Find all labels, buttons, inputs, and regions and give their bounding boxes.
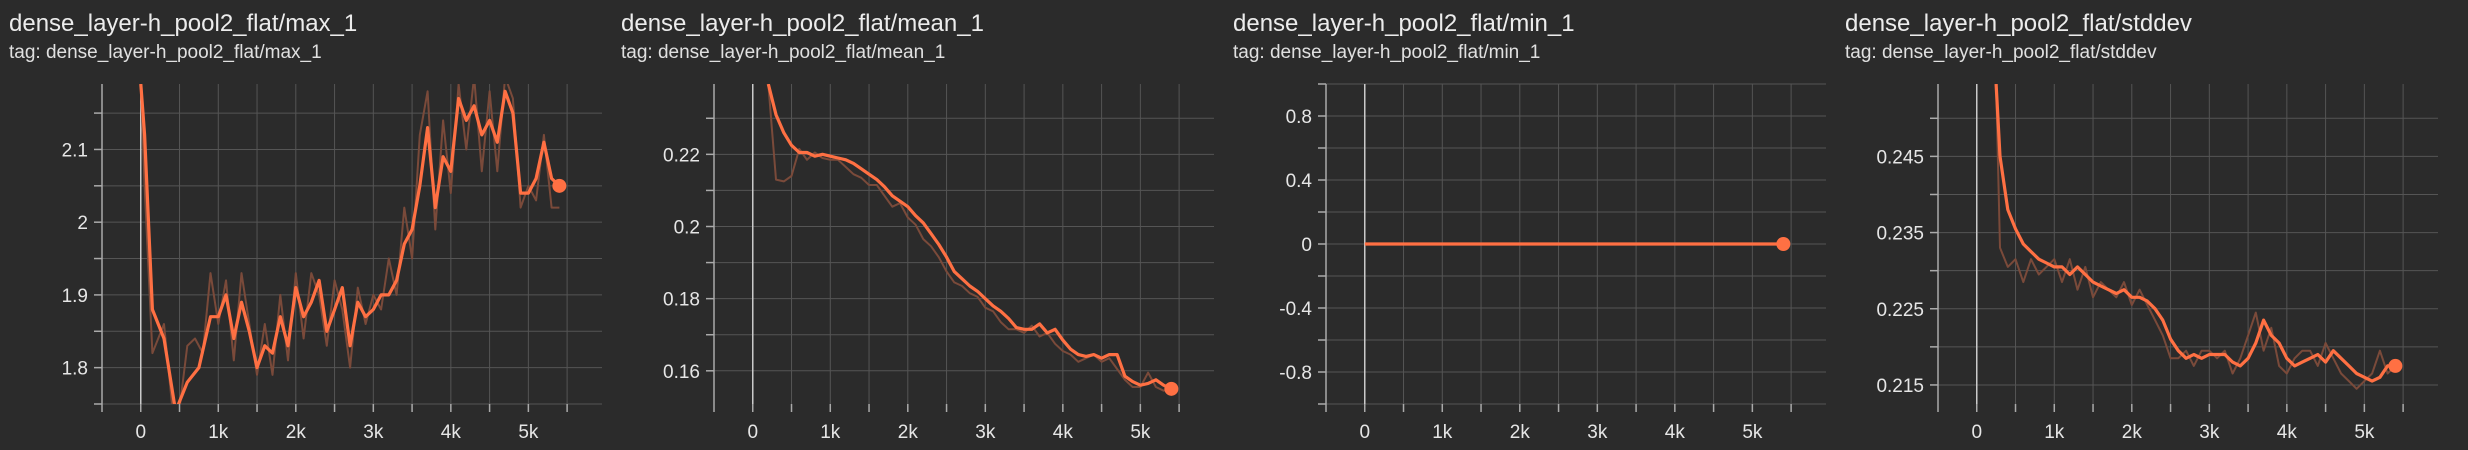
chart-tag: tag: dense_layer-h_pool2_flat/max_1	[9, 42, 322, 63]
raw-series-line	[767, 84, 1172, 392]
y-tick-label: 0.215	[1876, 376, 1924, 397]
y-tick-label: 0.8	[1286, 107, 1312, 128]
y-tick-label: 0.22	[663, 145, 700, 166]
smoothed-series-line	[139, 84, 561, 404]
y-tick-label: 0	[1301, 235, 1312, 256]
x-tick-label: 5k	[518, 422, 539, 443]
x-tick-label: 5k	[2354, 422, 2375, 443]
x-tick-label: 1k	[2044, 422, 2065, 443]
x-tick-label: 0	[135, 422, 146, 443]
y-tick-label: 0.18	[663, 290, 700, 311]
y-tick-label: -0.8	[1279, 363, 1312, 384]
x-tick-label: 1k	[208, 422, 229, 443]
x-tick-label: 0	[747, 422, 758, 443]
y-tick-label: 0.16	[663, 362, 700, 383]
chart-svg[interactable]: -0.8 -0.4 0 0.4 0.8 0 1k 2k 3k 4k 5k	[1224, 0, 1836, 450]
y-tick-label: 2.1	[62, 140, 88, 161]
chart-tag: tag: dense_layer-h_pool2_flat/min_1	[1233, 42, 1541, 63]
chart-panel-stddev: dense_layer-h_pool2_flat/stddev tag: den…	[1836, 0, 2448, 450]
raw-series-line	[1995, 84, 2397, 390]
y-tick-label: 0.245	[1876, 147, 1924, 168]
x-tick-label: 3k	[363, 422, 384, 443]
x-tick-label: 4k	[441, 422, 462, 443]
y-tick-label: 1.8	[62, 359, 88, 380]
x-tick-label: 0	[1359, 422, 1370, 443]
x-tick-label: 1k	[1432, 422, 1453, 443]
y-tick-label: 0.2	[674, 218, 700, 239]
x-tick-label: 4k	[1665, 422, 1686, 443]
chart-svg[interactable]: 1.8 1.9 2 2.1 0 1k 2k 3k 4k 5k	[0, 0, 612, 450]
x-tick-label: 3k	[2199, 422, 2220, 443]
chart-title: dense_layer-h_pool2_flat/mean_1	[621, 10, 984, 37]
chart-title: dense_layer-h_pool2_flat/min_1	[1233, 10, 1575, 37]
x-tick-label: 1k	[820, 422, 841, 443]
x-tick-label: 2k	[286, 422, 307, 443]
chart-panel-mean: dense_layer-h_pool2_flat/mean_1 tag: den…	[612, 0, 1224, 450]
y-tick-label: 1.9	[62, 286, 88, 307]
x-tick-label: 2k	[2122, 422, 2143, 443]
x-tick-label: 5k	[1742, 422, 1763, 443]
last-point-marker	[1164, 381, 1179, 396]
x-tick-label: 2k	[1510, 422, 1531, 443]
chart-tag: tag: dense_layer-h_pool2_flat/stddev	[1845, 42, 2157, 63]
last-point-marker	[552, 178, 567, 193]
y-tick-label: -0.4	[1279, 299, 1312, 320]
x-tick-label: 5k	[1130, 422, 1151, 443]
chart-tag: tag: dense_layer-h_pool2_flat/mean_1	[621, 42, 946, 63]
y-tick-label: 0.225	[1876, 300, 1924, 321]
smoothed-series-line	[1994, 84, 2396, 383]
x-tick-label: 0	[1971, 422, 1982, 443]
chart-svg[interactable]: 0.16 0.18 0.2 0.22 0 1k 2k 3k 4k 5k	[612, 0, 1224, 450]
chart-title: dense_layer-h_pool2_flat/max_1	[9, 10, 358, 37]
chart-panel-max: dense_layer-h_pool2_flat/max_1 tag: dens…	[0, 0, 612, 450]
smoothed-series-line	[766, 84, 1173, 391]
x-tick-label: 2k	[898, 422, 919, 443]
y-tick-label: 0.4	[1286, 171, 1313, 192]
chart-svg[interactable]: 0.215 0.225 0.235 0.245 0 1k 2k 3k 4k 5k	[1836, 0, 2448, 450]
last-point-marker	[1776, 237, 1791, 251]
x-tick-label: 3k	[975, 422, 996, 443]
y-tick-label: 2	[77, 213, 88, 234]
last-point-marker	[2388, 358, 2403, 373]
y-tick-label: 0.235	[1876, 224, 1924, 245]
x-tick-label: 4k	[1053, 422, 1074, 443]
chart-panel-min: dense_layer-h_pool2_flat/min_1 tag: dens…	[1224, 0, 1836, 450]
x-tick-label: 3k	[1587, 422, 1608, 443]
chart-title: dense_layer-h_pool2_flat/stddev	[1845, 10, 2192, 37]
x-tick-label: 4k	[2277, 422, 2298, 443]
